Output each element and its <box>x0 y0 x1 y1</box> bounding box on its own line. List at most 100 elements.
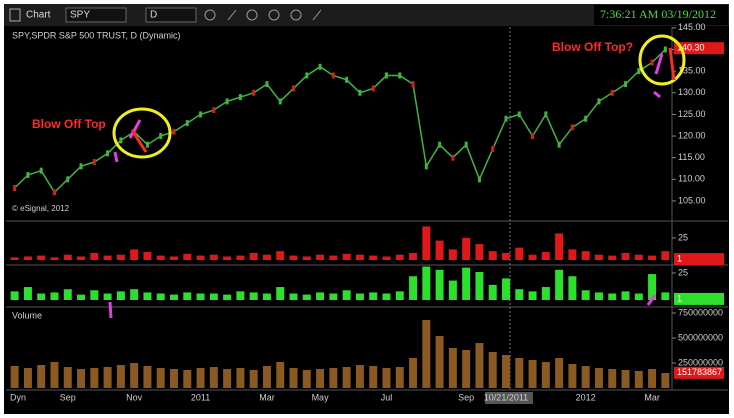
y-tick-label: 250000000 <box>678 357 723 367</box>
bar <box>316 292 325 300</box>
bar <box>143 252 152 260</box>
bar <box>103 293 112 300</box>
bar <box>23 256 32 260</box>
bar <box>555 233 564 260</box>
x-tick-label: Mar <box>259 392 275 402</box>
last-value: 1 <box>677 253 682 263</box>
bar <box>355 365 364 388</box>
bar <box>422 266 431 300</box>
price-marker <box>358 89 362 96</box>
bar <box>196 368 205 388</box>
bar <box>395 254 404 260</box>
price-marker <box>238 94 242 101</box>
bar <box>355 293 364 300</box>
bar <box>302 256 311 260</box>
bar <box>369 366 378 388</box>
price-marker <box>424 163 428 170</box>
bar <box>395 291 404 300</box>
bar <box>648 369 657 388</box>
bar <box>369 292 378 300</box>
x-tick-label: 10/21/2011 <box>484 392 528 402</box>
x-tick-label: Mar <box>644 392 660 402</box>
bar <box>568 276 577 300</box>
bar <box>634 371 643 388</box>
price-marker <box>570 124 574 131</box>
chart-label: SPY,SPDR S&P 500 TRUST, D (Dynamic) <box>12 30 181 40</box>
price-marker <box>185 120 189 127</box>
price-marker <box>119 137 123 144</box>
tool-icons[interactable] <box>204 9 322 21</box>
bar <box>382 368 391 388</box>
symbol-input[interactable] <box>65 7 127 23</box>
last-value-box <box>674 253 724 266</box>
bar <box>262 366 271 388</box>
bar <box>143 366 152 388</box>
annotation: Blow Off Top <box>32 117 106 131</box>
bar <box>63 367 72 388</box>
bar <box>422 226 431 260</box>
bar <box>63 289 72 300</box>
price-marker <box>292 85 296 92</box>
bar <box>594 292 603 300</box>
bar <box>143 292 152 300</box>
bar <box>103 255 112 260</box>
bar <box>409 358 418 388</box>
symbol[interactable]: SPY <box>70 10 90 21</box>
interval-input[interactable] <box>145 7 197 23</box>
highlight-circle <box>112 107 172 159</box>
bar <box>50 292 59 300</box>
bar <box>37 293 46 300</box>
bar <box>196 255 205 260</box>
bar <box>661 373 670 388</box>
price-marker <box>252 89 256 96</box>
x-tick-label: May <box>312 392 330 402</box>
bar <box>502 278 510 300</box>
interval[interactable]: D <box>150 10 157 21</box>
bar <box>63 254 72 260</box>
bar <box>50 257 59 260</box>
bar <box>236 368 245 388</box>
bar <box>302 294 311 300</box>
bar <box>276 362 285 388</box>
bar <box>648 274 657 300</box>
bar <box>621 252 630 260</box>
y-tick-label: 130.00 <box>678 87 706 97</box>
bar <box>77 256 86 260</box>
y-tick-label: 145.00 <box>678 22 706 32</box>
price-marker <box>66 176 70 183</box>
price-marker <box>650 59 654 66</box>
bar <box>276 251 285 260</box>
y-tick-label: 125.00 <box>678 109 706 119</box>
bar <box>541 287 550 300</box>
bar <box>183 292 192 300</box>
price-marker <box>318 63 322 70</box>
bar <box>369 255 378 260</box>
window-title: Chart <box>26 10 51 21</box>
last-value: 151783867 <box>677 367 722 377</box>
clock-box <box>594 5 728 25</box>
bar <box>130 249 139 260</box>
price-marker <box>597 98 601 105</box>
footer: Dyn <box>10 392 26 402</box>
price-marker <box>106 150 110 157</box>
bar <box>435 240 444 260</box>
price-marker <box>663 46 667 53</box>
y-tick-label: 110.00 <box>678 174 705 184</box>
bar <box>555 358 564 388</box>
price-marker <box>531 133 535 140</box>
bar <box>37 255 46 260</box>
bar <box>608 369 617 388</box>
price-marker <box>159 133 163 140</box>
price-marker <box>438 141 442 148</box>
bar <box>276 287 285 300</box>
bar <box>302 370 311 388</box>
bar <box>488 251 497 260</box>
bar <box>77 294 86 300</box>
bar <box>555 269 564 300</box>
bar <box>661 292 670 300</box>
last-value-box <box>674 292 724 305</box>
panel-borders <box>6 27 728 391</box>
bar <box>10 291 19 300</box>
price-marker <box>225 98 229 105</box>
bar <box>608 293 617 300</box>
